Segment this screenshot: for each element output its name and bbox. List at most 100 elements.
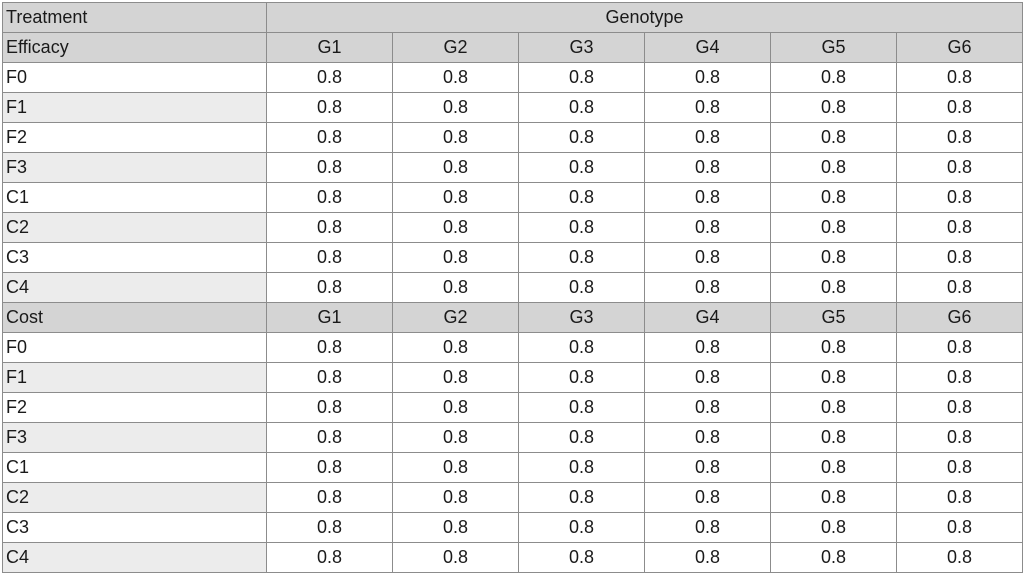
value-cell: 0.8 bbox=[392, 62, 519, 93]
table-row: F0 0.8 0.8 0.8 0.8 0.8 0.8 bbox=[2, 332, 1023, 363]
value-cell: 0.8 bbox=[896, 242, 1023, 273]
value-cell: 0.8 bbox=[644, 332, 771, 363]
table-row: F3 0.8 0.8 0.8 0.8 0.8 0.8 bbox=[2, 152, 1023, 183]
column-header-g5: G5 bbox=[770, 302, 897, 333]
row-label: F2 bbox=[2, 122, 267, 153]
value-cell: 0.8 bbox=[518, 152, 645, 183]
value-cell: 0.8 bbox=[266, 332, 393, 363]
row-label: F0 bbox=[2, 332, 267, 363]
value-cell: 0.8 bbox=[644, 362, 771, 393]
value-cell: 0.8 bbox=[644, 512, 771, 543]
table-row: F1 0.8 0.8 0.8 0.8 0.8 0.8 bbox=[2, 362, 1023, 393]
table-row: F1 0.8 0.8 0.8 0.8 0.8 0.8 bbox=[2, 92, 1023, 123]
value-cell: 0.8 bbox=[392, 542, 519, 573]
value-cell: 0.8 bbox=[644, 482, 771, 513]
value-cell: 0.8 bbox=[518, 212, 645, 243]
table-row: C1 0.8 0.8 0.8 0.8 0.8 0.8 bbox=[2, 182, 1023, 213]
value-cell: 0.8 bbox=[770, 542, 897, 573]
value-cell: 0.8 bbox=[392, 122, 519, 153]
value-cell: 0.8 bbox=[266, 452, 393, 483]
value-cell: 0.8 bbox=[266, 422, 393, 453]
value-cell: 0.8 bbox=[644, 422, 771, 453]
value-cell: 0.8 bbox=[266, 272, 393, 303]
value-cell: 0.8 bbox=[392, 452, 519, 483]
value-cell: 0.8 bbox=[392, 272, 519, 303]
value-cell: 0.8 bbox=[266, 242, 393, 273]
value-cell: 0.8 bbox=[392, 422, 519, 453]
table-row: C3 0.8 0.8 0.8 0.8 0.8 0.8 bbox=[2, 512, 1023, 543]
column-header-g3: G3 bbox=[518, 302, 645, 333]
value-cell: 0.8 bbox=[518, 92, 645, 123]
value-cell: 0.8 bbox=[770, 122, 897, 153]
value-cell: 0.8 bbox=[896, 392, 1023, 423]
value-cell: 0.8 bbox=[392, 212, 519, 243]
value-cell: 0.8 bbox=[896, 92, 1023, 123]
cost-section-title: Cost bbox=[2, 302, 267, 333]
value-cell: 0.8 bbox=[770, 182, 897, 213]
row-label: C3 bbox=[2, 512, 267, 543]
value-cell: 0.8 bbox=[392, 92, 519, 123]
column-header-g2: G2 bbox=[392, 302, 519, 333]
value-cell: 0.8 bbox=[770, 362, 897, 393]
value-cell: 0.8 bbox=[896, 362, 1023, 393]
table-row: C2 0.8 0.8 0.8 0.8 0.8 0.8 bbox=[2, 212, 1023, 243]
value-cell: 0.8 bbox=[392, 242, 519, 273]
value-cell: 0.8 bbox=[770, 152, 897, 183]
value-cell: 0.8 bbox=[644, 542, 771, 573]
value-cell: 0.8 bbox=[392, 332, 519, 363]
table-row: C4 0.8 0.8 0.8 0.8 0.8 0.8 bbox=[2, 272, 1023, 303]
value-cell: 0.8 bbox=[518, 512, 645, 543]
value-cell: 0.8 bbox=[518, 62, 645, 93]
value-cell: 0.8 bbox=[770, 332, 897, 363]
column-header-g5: G5 bbox=[770, 32, 897, 63]
table-row: C1 0.8 0.8 0.8 0.8 0.8 0.8 bbox=[2, 452, 1023, 483]
table-row: F3 0.8 0.8 0.8 0.8 0.8 0.8 bbox=[2, 422, 1023, 453]
value-cell: 0.8 bbox=[518, 122, 645, 153]
row-label: C3 bbox=[2, 242, 267, 273]
value-cell: 0.8 bbox=[770, 242, 897, 273]
value-cell: 0.8 bbox=[644, 242, 771, 273]
value-cell: 0.8 bbox=[392, 182, 519, 213]
table-row: C3 0.8 0.8 0.8 0.8 0.8 0.8 bbox=[2, 242, 1023, 273]
value-cell: 0.8 bbox=[266, 62, 393, 93]
row-label: C1 bbox=[2, 182, 267, 213]
treatment-header: Treatment bbox=[2, 2, 267, 33]
column-header-g6: G6 bbox=[896, 302, 1023, 333]
row-label: F0 bbox=[2, 62, 267, 93]
efficacy-section-title: Efficacy bbox=[2, 32, 267, 63]
value-cell: 0.8 bbox=[266, 542, 393, 573]
column-header-g6: G6 bbox=[896, 32, 1023, 63]
value-cell: 0.8 bbox=[896, 122, 1023, 153]
value-cell: 0.8 bbox=[392, 512, 519, 543]
value-cell: 0.8 bbox=[518, 452, 645, 483]
table-row: C2 0.8 0.8 0.8 0.8 0.8 0.8 bbox=[2, 482, 1023, 513]
value-cell: 0.8 bbox=[770, 92, 897, 123]
row-label: C2 bbox=[2, 482, 267, 513]
value-cell: 0.8 bbox=[392, 152, 519, 183]
value-cell: 0.8 bbox=[518, 242, 645, 273]
row-label: C4 bbox=[2, 542, 267, 573]
value-cell: 0.8 bbox=[644, 392, 771, 423]
row-label: F3 bbox=[2, 422, 267, 453]
value-cell: 0.8 bbox=[770, 512, 897, 543]
value-cell: 0.8 bbox=[266, 212, 393, 243]
value-cell: 0.8 bbox=[770, 422, 897, 453]
cost-section-header-row: Cost G1 G2 G3 G4 G5 G6 bbox=[2, 302, 1023, 333]
row-label: F3 bbox=[2, 152, 267, 183]
row-label: F1 bbox=[2, 362, 267, 393]
value-cell: 0.8 bbox=[644, 272, 771, 303]
value-cell: 0.8 bbox=[770, 452, 897, 483]
header-row: Treatment Genotype bbox=[2, 2, 1023, 33]
row-label: C2 bbox=[2, 212, 267, 243]
value-cell: 0.8 bbox=[518, 362, 645, 393]
value-cell: 0.8 bbox=[896, 422, 1023, 453]
value-cell: 0.8 bbox=[392, 362, 519, 393]
value-cell: 0.8 bbox=[518, 542, 645, 573]
value-cell: 0.8 bbox=[518, 482, 645, 513]
row-label: C4 bbox=[2, 272, 267, 303]
column-header-g1: G1 bbox=[266, 302, 393, 333]
value-cell: 0.8 bbox=[896, 452, 1023, 483]
column-header-g3: G3 bbox=[518, 32, 645, 63]
